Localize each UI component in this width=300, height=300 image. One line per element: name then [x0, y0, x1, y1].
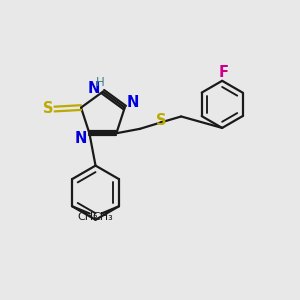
- Text: S: S: [43, 101, 53, 116]
- Text: CH₃: CH₃: [78, 212, 98, 221]
- Text: F: F: [219, 65, 229, 80]
- Text: N: N: [75, 131, 87, 146]
- Text: N: N: [88, 81, 100, 96]
- Text: H: H: [96, 76, 104, 89]
- Text: N: N: [127, 95, 139, 110]
- Text: S: S: [157, 113, 167, 128]
- Text: CH₃: CH₃: [93, 212, 113, 221]
